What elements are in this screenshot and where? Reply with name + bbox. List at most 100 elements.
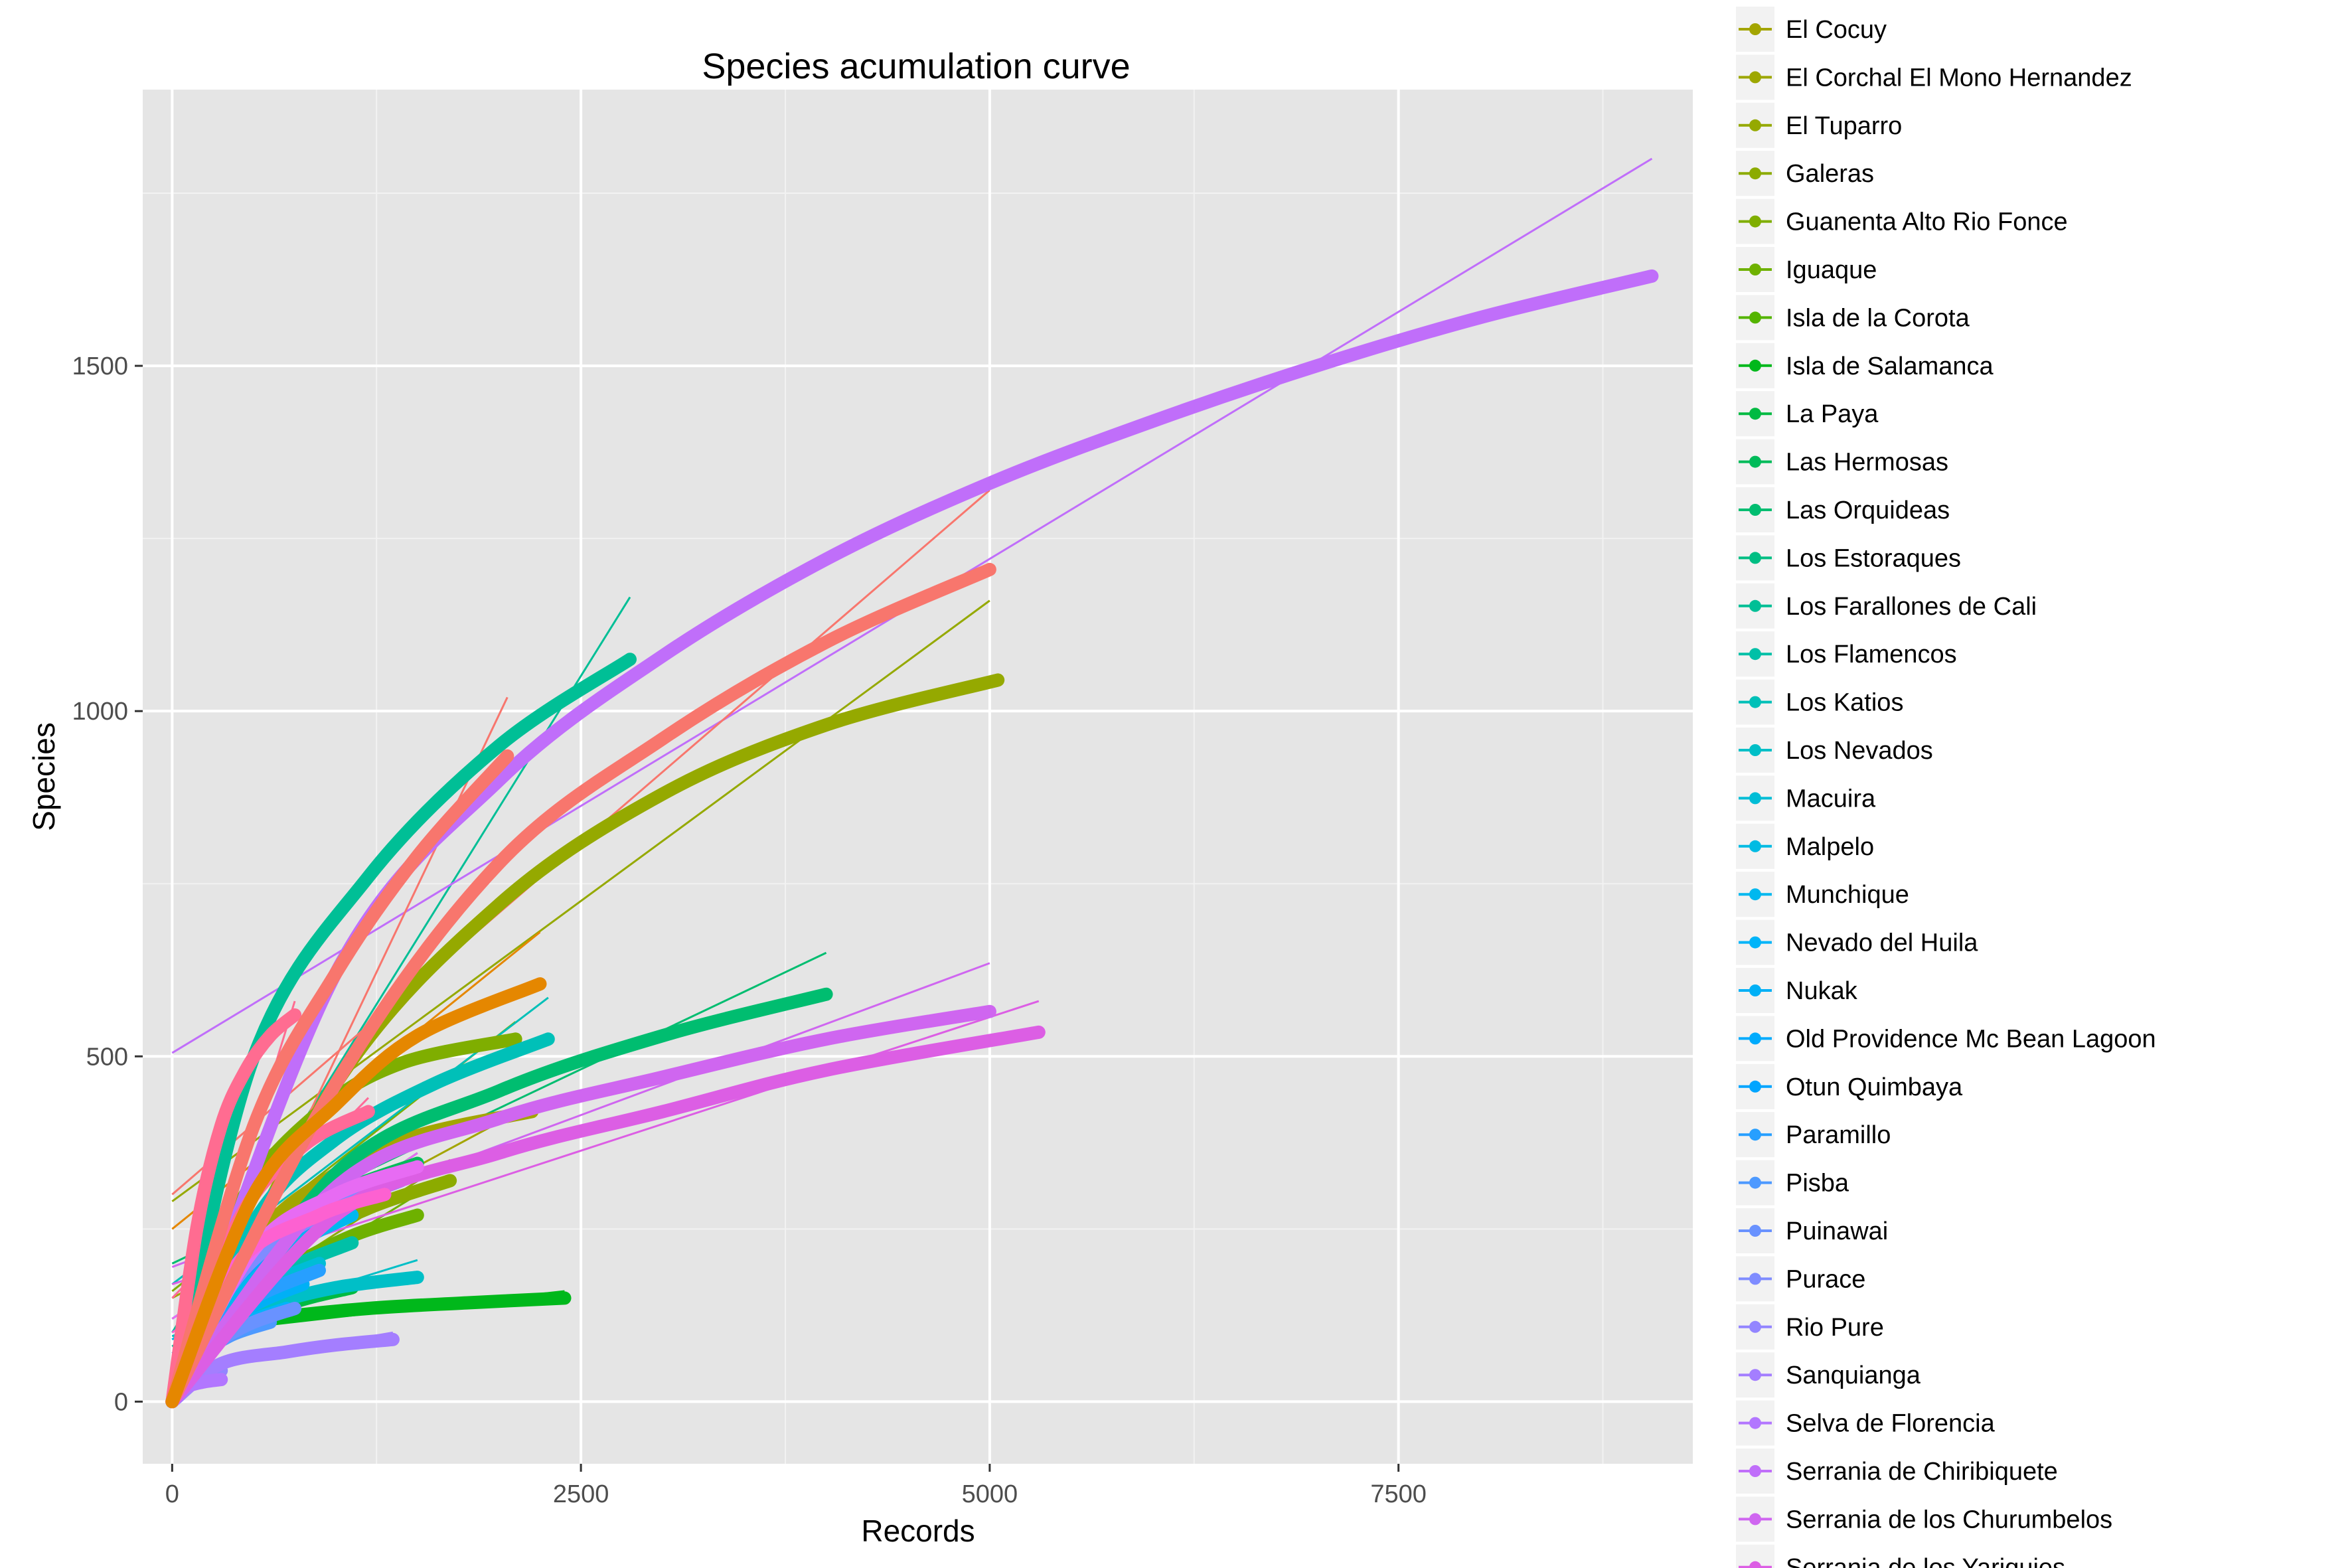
curve-series-39 xyxy=(165,977,547,1409)
legend-item: Los Farallones de Cali xyxy=(1736,583,2037,629)
y-axis-ticks: 0 500 1000 1500 xyxy=(72,353,143,1416)
legend-item: Iguaque xyxy=(1736,247,1877,292)
legend-label: El Tuparro xyxy=(1786,112,1902,140)
legend-label: Galeras xyxy=(1786,160,1874,188)
legend-label: Los Flamencos xyxy=(1786,641,1957,668)
legend-key-point xyxy=(1749,504,1761,516)
legend-item: Selva de Florencia xyxy=(1736,1400,1996,1446)
legend-key-point xyxy=(1749,552,1761,564)
legend-key-point xyxy=(1749,408,1761,420)
x-axis-ticks: 0 2500 5000 7500 xyxy=(165,1464,1427,1508)
legend-label: Selva de Florencia xyxy=(1786,1410,1996,1438)
x-tick-label: 7500 xyxy=(1370,1480,1427,1508)
legend-label: Malpelo xyxy=(1786,833,1874,861)
legend-key-point xyxy=(1749,23,1761,35)
legend-item: Old Providence Mc Bean Lagoon xyxy=(1736,1016,2156,1061)
trend-line-el-tuparro xyxy=(171,599,990,1202)
legend-key-point xyxy=(1749,1465,1761,1477)
legend-item: Puinawai xyxy=(1736,1208,1888,1253)
legend-item: Purace xyxy=(1736,1256,1865,1302)
legend-label: Old Providence Mc Bean Lagoon xyxy=(1786,1025,2156,1053)
legend-item: Rio Pure xyxy=(1736,1304,1884,1350)
legend-label: Los Nevados xyxy=(1786,737,1933,765)
legend-item: Macuira xyxy=(1736,775,1876,821)
legend: El Cocuy El Corchal El Mono Hernandez El T… xyxy=(1736,7,2156,1568)
legend-label: Sanquianga xyxy=(1786,1362,1921,1389)
legend-label: Paramillo xyxy=(1786,1121,1891,1149)
x-tick-label: 0 xyxy=(165,1480,179,1508)
legend-item: El Cocuy xyxy=(1736,7,1887,52)
legend-item: Nukak xyxy=(1736,968,1858,1013)
legend-key-point xyxy=(1749,1032,1761,1045)
legend-item: Isla de Salamanca xyxy=(1736,343,1994,388)
legend-label: Serrania de Chiribiquete xyxy=(1786,1458,2058,1486)
legend-item: Paramillo xyxy=(1736,1112,1891,1158)
legend-key-point xyxy=(1749,696,1761,708)
legend-item: Malpelo xyxy=(1736,823,1874,869)
legend-key-point xyxy=(1749,1320,1761,1333)
legend-label: Purace xyxy=(1786,1265,1865,1293)
chart-title: Species acumulation curve xyxy=(702,46,1130,86)
legend-key-point xyxy=(1749,167,1761,180)
legend-key-point xyxy=(1749,264,1761,275)
legend-key-point xyxy=(1749,359,1761,372)
legend-label: Pisba xyxy=(1786,1170,1849,1198)
legend-label: Los Farallones de Cali xyxy=(1786,593,2037,621)
legend-item: Serrania de Chiribiquete xyxy=(1736,1449,2058,1494)
y-tick-label: 1500 xyxy=(72,353,128,380)
legend-key-point xyxy=(1749,311,1761,324)
legend-key-point xyxy=(1749,119,1761,131)
legend-item: Serrania de los Churumbelos xyxy=(1736,1496,2112,1542)
legend-item: Nevado del Huila xyxy=(1736,919,1978,965)
legend-item: Los Flamencos xyxy=(1736,631,1957,677)
x-tick-label: 2500 xyxy=(553,1480,609,1508)
legend-item: La Paya xyxy=(1736,391,1879,437)
plot-panel xyxy=(143,90,1693,1464)
curve-serrania-de-los-churumbelos xyxy=(165,1004,996,1409)
x-axis-title: Records xyxy=(861,1514,975,1548)
legend-item: Las Hermosas xyxy=(1736,439,1948,485)
curve-series-38 xyxy=(165,562,996,1409)
legend-item: Los Nevados xyxy=(1736,728,1933,773)
legend-item: El Corchal El Mono Hernandez xyxy=(1736,54,2132,100)
legend-key-point xyxy=(1749,936,1761,949)
y-tick-label: 1000 xyxy=(72,698,128,726)
y-axis-title: Species xyxy=(27,722,61,831)
legend-key-point xyxy=(1749,888,1761,901)
legend-key-point xyxy=(1749,1176,1761,1189)
legend-label: Macuira xyxy=(1786,785,1876,813)
legend-label: Serrania de los Churumbelos xyxy=(1786,1506,2112,1533)
legend-label: Rio Pure xyxy=(1786,1314,1884,1342)
legend-key-point xyxy=(1749,648,1761,661)
curve-serrania-de-los-yariquies xyxy=(165,1025,1046,1409)
legend-key-point xyxy=(1749,455,1761,468)
legend-key-point xyxy=(1749,792,1761,805)
legend-item: Galeras xyxy=(1736,151,1874,196)
legend-label: Nukak xyxy=(1786,977,1858,1005)
x-tick-label: 5000 xyxy=(962,1480,1018,1508)
legend-key-point xyxy=(1749,215,1761,228)
legend-label: El Corchal El Mono Hernandez xyxy=(1786,64,2132,92)
legend-label: Las Hermosas xyxy=(1786,449,1948,477)
legend-label: Guanenta Alto Rio Fonce xyxy=(1786,208,2068,236)
accumulation-curves xyxy=(165,269,1659,1409)
legend-key-point xyxy=(1749,1369,1761,1381)
legend-key-point xyxy=(1749,1225,1761,1237)
legend-item: Munchique xyxy=(1736,872,1909,917)
legend-item: Los Estoraques xyxy=(1736,535,1961,581)
curve-series-36 xyxy=(165,1008,302,1409)
legend-key-point xyxy=(1749,71,1761,84)
legend-label: Los Estoraques xyxy=(1786,544,1961,572)
legend-key-point xyxy=(1749,1561,1761,1568)
legend-label: Isla de la Corota xyxy=(1786,304,1970,332)
y-tick-label: 0 xyxy=(114,1388,128,1416)
legend-key-point xyxy=(1749,744,1761,756)
legend-label: Otun Quimbaya xyxy=(1786,1073,1963,1101)
legend-item: Los Katios xyxy=(1736,679,1903,725)
legend-key-point xyxy=(1749,840,1761,852)
legend-label: El Cocuy xyxy=(1786,16,1887,44)
legend-label: La Paya xyxy=(1786,400,1879,428)
legend-key-point xyxy=(1749,1273,1761,1285)
legend-label: Iguaque xyxy=(1786,256,1877,284)
